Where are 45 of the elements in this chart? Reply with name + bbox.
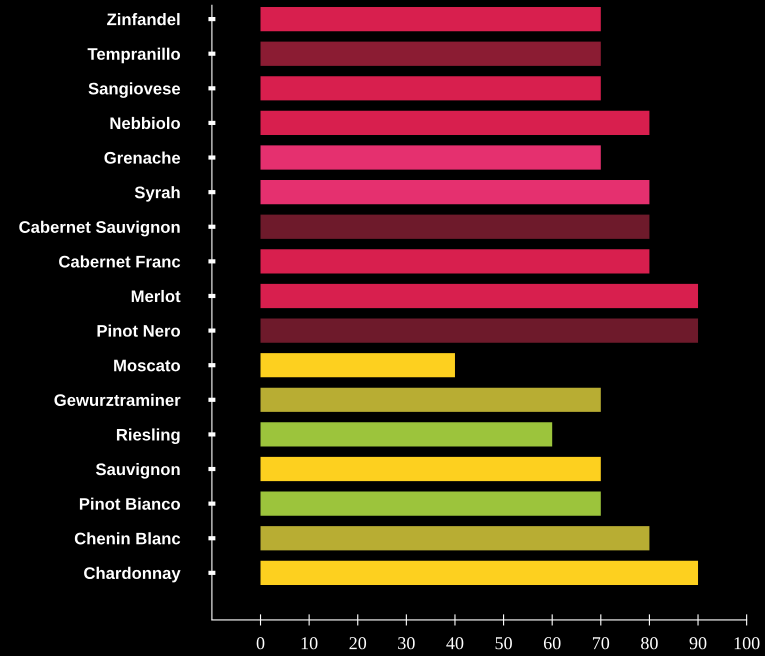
y-tick-label: Syrah [134,186,180,202]
y-tick-label: Chardonnay [84,566,181,582]
x-tick-label: 50 [496,637,512,650]
bar [260,214,650,239]
bar [260,456,601,482]
bar [260,526,650,550]
bar [260,76,601,100]
x-tick-label: 70 [592,637,610,650]
x-tick-label: 60 [544,637,561,650]
y-tick-label: Riesling [116,428,180,444]
x-tick-label: 20 [350,637,366,650]
bar [260,492,601,516]
y-tick-label: Moscato [114,360,180,372]
y-tick-label: Pinot Nero [98,324,180,337]
bar [260,318,698,343]
bar [260,180,650,204]
y-tick-label: Nebbiolo [110,116,180,130]
bar [260,145,601,170]
x-tick-label: 100 [734,637,760,650]
bar [260,422,552,447]
x-tick-label: 90 [690,637,706,650]
x-tick-label: 40 [446,637,464,650]
x-tick-label: 80 [641,637,658,650]
y-tick-label: Chenin Blanc [74,532,180,544]
y-tick-label: Cabernet Franc [59,255,180,268]
y-tick-label: Tempranillo [88,48,180,64]
y-tick-label: Pinot Bianco [80,498,180,510]
bar [260,388,601,412]
bar [260,560,698,585]
x-tick-label: 0 [256,637,264,650]
bar [260,249,650,274]
y-tick-label: Merlot [132,290,180,302]
bar [260,42,601,66]
y-tick-label: Cabernet Sauvignon [19,220,180,236]
bar [260,353,455,378]
y-tick-label: Zinfandel [107,13,180,26]
y-tick-label: Sangiovese [88,82,180,98]
y-tick-label: Sauvignon [96,462,180,479]
y-tick-label: Grenache [104,151,180,164]
bar [260,110,650,136]
x-tick-label: 30 [398,637,415,650]
bar [260,6,601,32]
y-tick-label: Gewurztraminer [54,394,180,406]
bar [260,284,698,308]
x-tick-label: 10 [302,637,318,650]
